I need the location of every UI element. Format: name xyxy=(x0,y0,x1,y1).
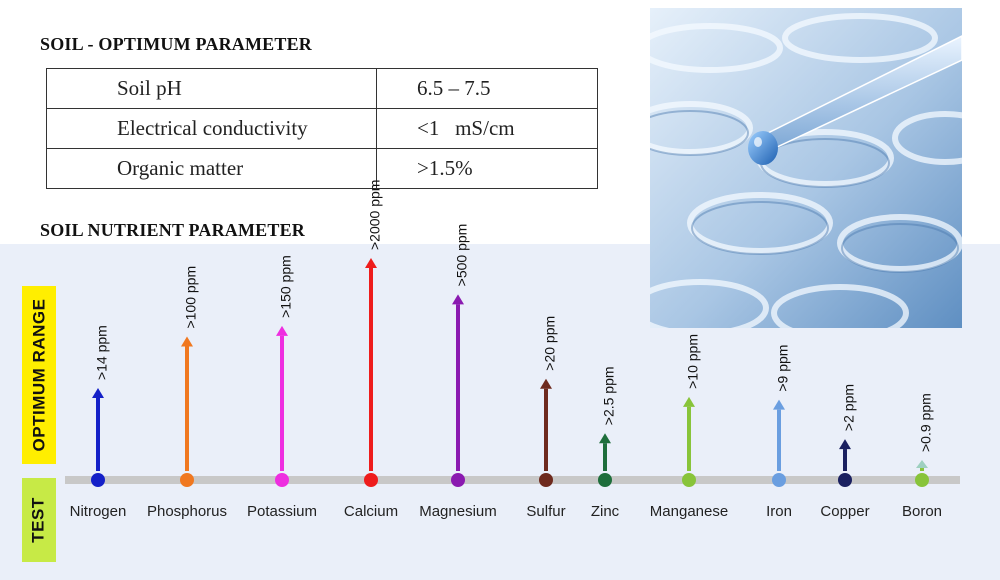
nutrient-label: Magnesium xyxy=(419,503,497,520)
value-label: >100 ppm xyxy=(183,266,199,329)
table-row: Soil pH 6.5 – 7.5 xyxy=(46,68,598,109)
nutrient-arrow-head xyxy=(839,439,851,450)
nutrient-point xyxy=(180,473,194,487)
test-label: TEST xyxy=(22,478,56,562)
value-label: >150 ppm xyxy=(278,255,294,318)
lab-pipette-test-tubes-photo xyxy=(650,8,962,328)
nutrient-point xyxy=(682,473,696,487)
value-label: >500 ppm xyxy=(454,224,470,287)
nutrient-label: Sulfur xyxy=(526,503,565,520)
param-value: >1.5% xyxy=(376,148,598,189)
nutrient-arrow-head xyxy=(181,336,193,347)
nutrient-point xyxy=(451,473,465,487)
nutrient-arrow-head xyxy=(452,294,464,305)
nutrient-arrow-head xyxy=(773,399,785,410)
optimum-range-label: OPTIMUM RANGE xyxy=(22,286,56,464)
nutrient-label: Boron xyxy=(902,503,942,520)
nutrient-label: Zinc xyxy=(591,503,620,520)
nutrient-point xyxy=(539,473,553,487)
optimum-parameter-table: Soil pH 6.5 – 7.5 Electrical conductivit… xyxy=(46,68,598,189)
value-label: >2 ppm xyxy=(841,384,857,431)
param-label: Organic matter xyxy=(46,148,377,189)
nutrient-point xyxy=(91,473,105,487)
table-row: Electrical conductivity <1 mS/cm xyxy=(46,108,598,149)
nutrient-label: Nitrogen xyxy=(70,503,127,520)
table-row: Organic matter >1.5% xyxy=(46,148,598,189)
value-label: >14 ppm xyxy=(94,325,110,380)
nutrient-arrow-head xyxy=(599,433,611,444)
nutrient-title: SOIL NUTRIENT PARAMETER xyxy=(40,220,305,240)
nutrient-arrow-head xyxy=(540,378,552,389)
nutrient-label: Iron xyxy=(766,503,792,520)
nutrient-point xyxy=(275,473,289,487)
value-label: >10 ppm xyxy=(685,334,701,389)
optimum-title: SOIL - OPTIMUM PARAMETER xyxy=(40,34,312,54)
nutrient-point xyxy=(915,473,929,487)
nutrient-point xyxy=(838,473,852,487)
param-label: Soil pH xyxy=(46,68,377,109)
value-label: >2000 ppm xyxy=(367,180,383,250)
param-value: 6.5 – 7.5 xyxy=(376,68,598,109)
nutrient-point xyxy=(364,473,378,487)
nutrient-arrow-head xyxy=(276,325,288,336)
value-label: >2.5 ppm xyxy=(601,366,617,425)
nutrient-arrow-head xyxy=(92,388,104,399)
value-label: >20 ppm xyxy=(542,316,558,371)
nutrient-label: Calcium xyxy=(344,503,398,520)
nutrient-point xyxy=(772,473,786,487)
nutrient-arrow-head xyxy=(916,460,928,468)
value-label: >9 ppm xyxy=(775,345,791,392)
nutrient-label: Copper xyxy=(820,503,869,520)
nutrient-arrow-head xyxy=(683,396,695,407)
nutrient-label: Phosphorus xyxy=(147,503,227,520)
value-label: >0.9 ppm xyxy=(918,393,934,452)
nutrient-point xyxy=(598,473,612,487)
nutrient-arrow-head xyxy=(365,258,377,268)
nutrient-label: Potassium xyxy=(247,503,317,520)
nutrient-label: Manganese xyxy=(650,503,728,520)
